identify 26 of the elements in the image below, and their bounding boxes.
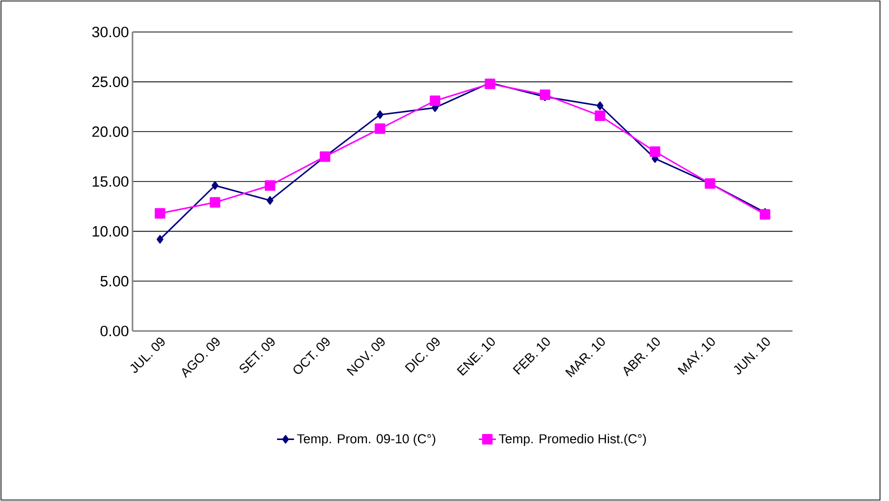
y-tick-label: 0.00 (100, 326, 128, 336)
point (210, 197, 220, 208)
y-tick-label: 5.00 (100, 276, 128, 286)
y-tick-label: 10.00 (92, 226, 128, 237)
y-tick-label: 20.00 (92, 126, 128, 137)
point (594, 110, 606, 121)
x-tick-label: DIC. 09 (404, 338, 440, 373)
legend-label: Temp. Prom. 09-10 (C°) (297, 434, 436, 446)
point (650, 146, 660, 157)
y-tick-label: 15.00 (92, 176, 128, 187)
point (374, 123, 386, 134)
point (266, 196, 274, 205)
point (264, 180, 276, 191)
legend-label: Temp. Promedio Hist.(C°) (498, 434, 646, 446)
y-tick-label: 25.00 (92, 76, 128, 88)
y-tick-label: 30.00 (92, 26, 128, 38)
point (212, 181, 218, 190)
point (596, 101, 604, 110)
point (154, 208, 166, 219)
point (540, 90, 550, 100)
point (760, 209, 770, 220)
point (376, 110, 384, 119)
x-tick-label: JUL. 09 (130, 338, 165, 373)
point (430, 96, 440, 106)
point (156, 235, 164, 244)
x-tick-label: FEB. 10 (512, 338, 550, 375)
